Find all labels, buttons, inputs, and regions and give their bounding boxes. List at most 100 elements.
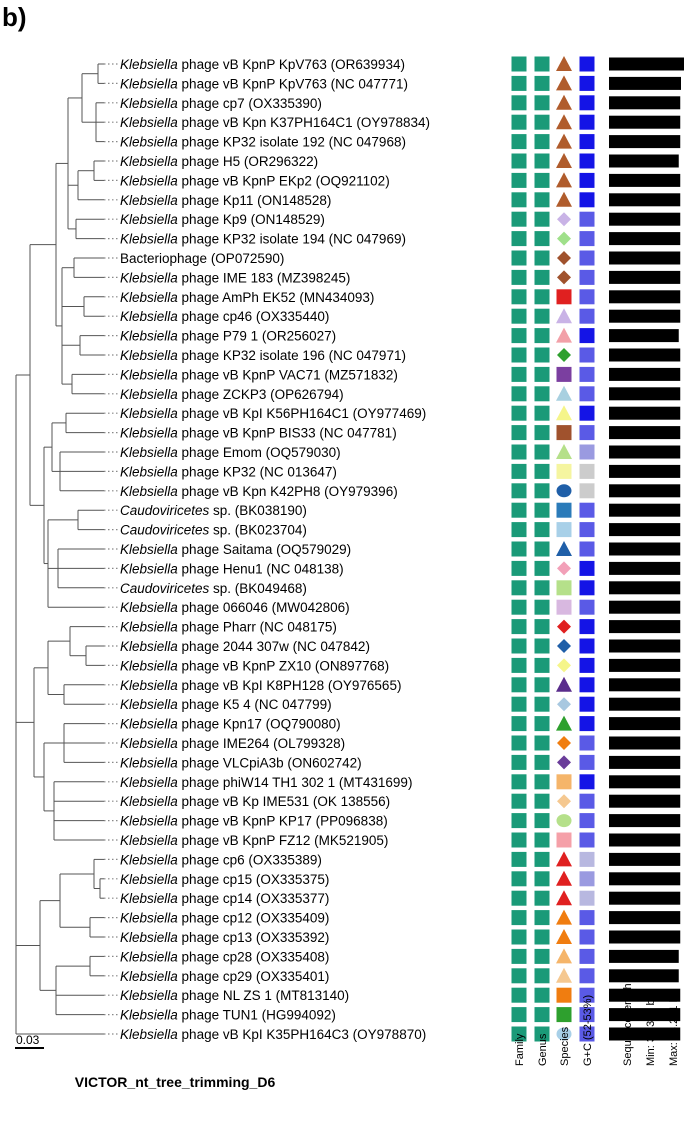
genus-mark	[534, 948, 550, 964]
species-mark	[556, 75, 572, 91]
family-mark	[511, 793, 527, 809]
species-mark	[557, 639, 571, 653]
length-bar	[609, 212, 681, 226]
gc-mark	[579, 580, 595, 596]
gc-mark	[579, 774, 595, 790]
leaf-name: phage KP32 (NC 013647)	[178, 464, 337, 479]
species-mark	[557, 619, 571, 634]
length-bar	[609, 503, 681, 517]
leaf-label: Klebsiella phage Henu1 (NC 048138)	[120, 561, 344, 576]
gc-mark	[579, 134, 595, 150]
gc-mark	[579, 910, 595, 926]
species-mark	[556, 94, 572, 110]
family-mark	[511, 405, 527, 421]
family-mark	[511, 541, 527, 557]
leaf-label: Klebsiella phage cp7 (OX335390)	[120, 96, 322, 111]
leaf-genus: Klebsiella	[120, 212, 178, 227]
leaf-genus: Klebsiella	[120, 891, 178, 906]
gc-mark	[579, 813, 595, 829]
leaf-name: phage Kpn17 (OQ790080)	[178, 717, 341, 732]
leaf-genus: Klebsiella	[120, 329, 178, 344]
leaf-label: Klebsiella phage Emom (OQ579030)	[120, 445, 341, 460]
leaf-genus: Klebsiella	[120, 406, 178, 421]
genus-mark	[534, 1026, 550, 1042]
leaf-label: Klebsiella phage P79 1 (OR256027)	[120, 329, 336, 344]
length-bar	[609, 911, 681, 925]
leaf-label: Klebsiella phage K5 4 (NC 047799)	[120, 697, 332, 712]
species-mark	[556, 405, 572, 421]
species-mark	[556, 909, 572, 925]
leaf-name: phage IME 183 (MZ398245)	[178, 270, 351, 285]
leaf-label: Klebsiella phage cp6 (OX335389)	[120, 852, 322, 867]
gc-mark	[579, 890, 595, 906]
length-bar	[609, 1027, 681, 1041]
leaf-label: Klebsiella phage Saitama (OQ579029)	[120, 542, 351, 557]
length-bar	[609, 57, 684, 71]
species-mark	[556, 987, 572, 1003]
species-mark	[556, 385, 572, 401]
leaf-genus: Klebsiella	[120, 639, 178, 654]
leaf-genus: Klebsiella	[120, 717, 178, 732]
leaf-label: Caudoviricetes sp. (BK049468)	[120, 581, 307, 596]
leaf-label: Klebsiella phage VLCpiA3b (ON602742)	[120, 755, 362, 770]
gc-mark	[579, 716, 595, 732]
genus-mark	[534, 657, 550, 673]
species-mark	[556, 425, 572, 441]
length-bar	[609, 542, 681, 556]
length-bar	[609, 988, 681, 1002]
gc-mark	[579, 851, 595, 867]
leaf-name: phage vB KpI K8PH128 (OY976565)	[178, 678, 402, 693]
gc-mark	[579, 56, 595, 72]
leaf-label: Klebsiella phage NL ZS 1 (MT813140)	[120, 988, 349, 1003]
species-mark	[556, 133, 572, 149]
leaf-genus: Klebsiella	[120, 193, 178, 208]
gc-mark	[579, 463, 595, 479]
family-mark	[511, 522, 527, 538]
leaf-genus: Klebsiella	[120, 426, 178, 441]
genus-mark	[534, 366, 550, 382]
gc-mark	[579, 677, 595, 693]
length-bar	[609, 406, 681, 420]
leaf-label: Klebsiella phage vB KpnP KP17 (PP096838)	[120, 814, 388, 829]
genus-mark	[534, 75, 550, 91]
gc-mark	[579, 599, 595, 615]
leaf-genus: Klebsiella	[120, 814, 178, 829]
gc-mark	[579, 502, 595, 518]
length-bar	[609, 852, 681, 866]
leaf-genus: Caudoviricetes	[120, 503, 210, 518]
species-mark	[557, 755, 571, 770]
gc-mark	[579, 735, 595, 751]
leaf-genus: Klebsiella	[120, 270, 178, 285]
length-bar	[609, 96, 681, 110]
column-label: G+C (52-53%)	[582, 995, 594, 1066]
family-mark	[511, 677, 527, 693]
genus-mark	[534, 95, 550, 111]
genus-mark	[534, 134, 550, 150]
genus-mark	[534, 929, 550, 945]
family-mark	[511, 716, 527, 732]
species-mark	[556, 289, 572, 305]
leaf-name: phage cp15 (OX335375)	[178, 872, 330, 887]
leaf-genus: Klebsiella	[120, 678, 178, 693]
family-mark	[511, 483, 527, 499]
leaf-label: Caudoviricetes sp. (BK023704)	[120, 523, 307, 538]
leaf-label: Klebsiella phage vB Kp IME531 (OK 138556…	[120, 794, 390, 809]
length-bar	[609, 736, 681, 750]
leaf-genus: Klebsiella	[120, 852, 178, 867]
gc-mark	[579, 211, 595, 227]
genus-mark	[534, 793, 550, 809]
family-mark	[511, 328, 527, 344]
genus-mark	[534, 871, 550, 887]
gc-mark	[579, 968, 595, 984]
species-mark	[556, 308, 572, 324]
leaf-genus: Klebsiella	[120, 464, 178, 479]
length-bar	[609, 426, 681, 440]
genus-mark	[534, 231, 550, 247]
annotation-columns	[511, 56, 684, 1042]
gc-mark	[579, 483, 595, 499]
gc-mark	[579, 172, 595, 188]
length-bar	[609, 658, 681, 672]
leaf-label: Klebsiella phage vB KpI K56PH164C1 (OY97…	[120, 406, 426, 421]
leaf-name: phage cp14 (OX335377)	[178, 891, 330, 906]
